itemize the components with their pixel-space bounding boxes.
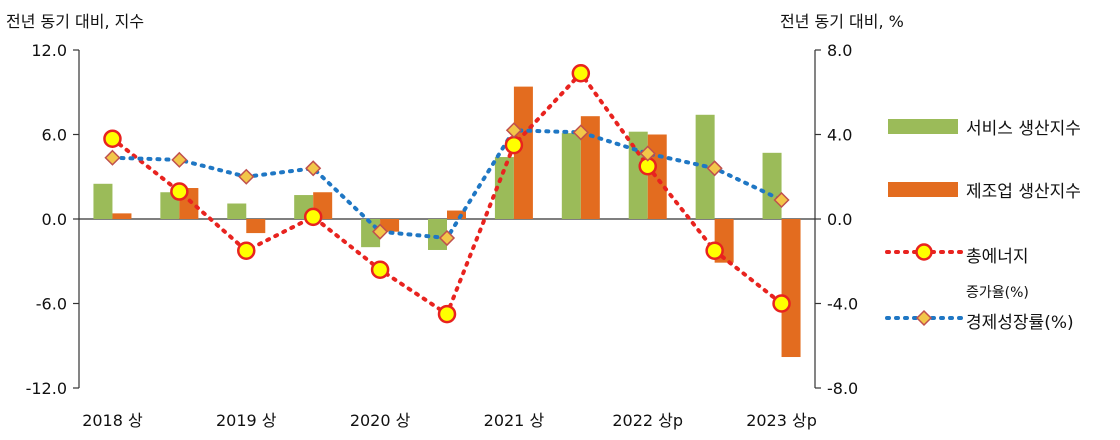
- right-tick-label: -4.0: [827, 295, 858, 314]
- legend-swatch-manufacturing: [888, 182, 958, 197]
- right-tick-label: 8.0: [827, 41, 852, 60]
- x-tick-label: 2022 상p: [612, 411, 683, 430]
- bar-manufacturing: [447, 210, 466, 219]
- left-tick-label: -12.0: [26, 379, 67, 398]
- point-energy: [571, 63, 591, 83]
- right-tick-label: 4.0: [827, 126, 852, 145]
- legend-label-growth: 경제성장률(%): [966, 313, 1074, 333]
- point-growth: [572, 124, 589, 141]
- left-tick-label: 12.0: [31, 41, 67, 60]
- bar-service: [428, 219, 447, 250]
- point-growth: [639, 145, 656, 162]
- point-growth: [372, 223, 389, 240]
- point-growth: [706, 160, 723, 177]
- left-tick-label: -6.0: [36, 295, 67, 314]
- bar-manufacturing: [112, 213, 132, 219]
- x-tick-label: 2023 상p: [746, 411, 817, 430]
- x-tick-label: 2020 상: [350, 411, 411, 430]
- point-growth: [438, 229, 456, 247]
- legend-marker-energy: [885, 243, 963, 261]
- bar-manufacturing: [647, 134, 667, 219]
- left-axis-title: 전년 동기 대비, 지수: [6, 12, 145, 31]
- point-growth: [238, 168, 255, 185]
- point-energy: [170, 182, 189, 201]
- point-energy: [370, 260, 390, 279]
- x-tick-label: 2021 상: [484, 411, 545, 430]
- left-tick-label: 0.0: [42, 210, 67, 229]
- bar-service: [561, 133, 581, 219]
- bar-service: [494, 157, 514, 219]
- x-tick-label: 2018 상: [82, 411, 143, 430]
- point-energy: [772, 294, 791, 313]
- x-tick-label: 2019 상: [216, 411, 277, 430]
- point-energy: [504, 135, 524, 155]
- point-growth: [104, 149, 121, 166]
- point-energy: [237, 241, 256, 260]
- legend-label-manufacturing: 제조업 생산지수: [966, 182, 1081, 202]
- left-tick-label: 6.0: [42, 126, 67, 145]
- point-growth: [505, 122, 522, 139]
- point-energy: [705, 241, 724, 260]
- right-axis-title: 전년 동기 대비, %: [780, 12, 904, 31]
- right-tick-label: 0.0: [827, 210, 852, 229]
- legend-label-service: 서비스 생산지수: [966, 119, 1081, 139]
- bar-service: [93, 183, 113, 219]
- legend-label-energy: 총에너지: [966, 247, 1029, 267]
- point-energy: [437, 304, 457, 324]
- bar-manufacturing: [781, 219, 801, 358]
- line-energy: [110, 70, 784, 318]
- point-growth: [305, 160, 322, 177]
- legend-marker-growth: [885, 309, 963, 327]
- right-tick-label: -8.0: [827, 379, 858, 398]
- point-growth: [171, 151, 188, 168]
- bar-service: [762, 152, 782, 219]
- bar-manufacturing: [513, 86, 533, 219]
- point-growth: [773, 191, 790, 209]
- bar-service: [227, 203, 247, 219]
- bar-manufacturing: [580, 116, 600, 219]
- point-energy: [303, 207, 323, 227]
- bar-manufacturing: [246, 219, 266, 234]
- legend-label-energy-rate: 증가율(%): [966, 285, 1029, 301]
- legend-swatch-service: [888, 119, 958, 134]
- point-energy: [103, 129, 122, 148]
